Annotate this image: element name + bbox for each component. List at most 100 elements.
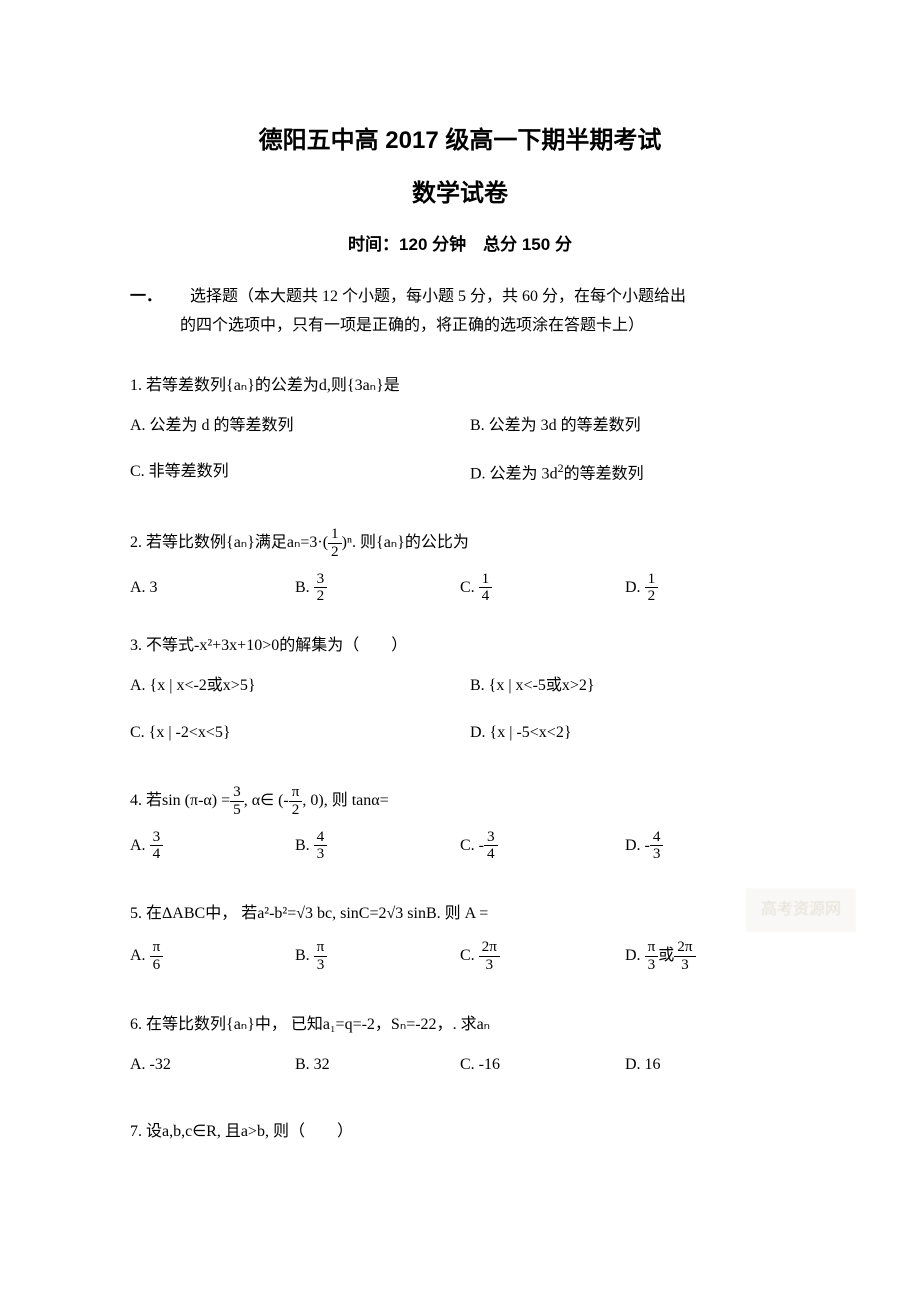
q5-optD-l: D. (625, 947, 641, 964)
q4-43n2: 4 (650, 829, 664, 847)
q4-b: , α∈ (- (244, 792, 289, 809)
q3-optA: A. {x | x<-2或x>5} (130, 671, 450, 701)
q5-p3n2: π (645, 939, 659, 957)
q4-stem: 4. 若sin (π-α) =35, α∈ (-π2, 0), 则 tanα= (130, 784, 790, 818)
q3-optC: C. {x | -2<x<5} (130, 718, 450, 748)
q4-optC-l: C. - (460, 836, 484, 853)
q2-14n: 1 (479, 571, 493, 589)
q5-2p3n2: 2π (674, 939, 695, 957)
question-6: 6. 在等比数列{aₙ}中， 已知a₁=q=-2，Sₙ=-22，. 求aₙ A.… (130, 1010, 790, 1081)
q2-optB: B. 32 (295, 571, 460, 605)
q1-d: d (319, 377, 327, 394)
q1-a: 1. 若等差数列 (130, 377, 226, 394)
q6-expr: a₁=q=-2，Sₙ=-22， (323, 1016, 453, 1033)
q5-optC: C. 2π3 (460, 939, 625, 973)
q5-p3n: π (314, 939, 328, 957)
q6-a: 6. 在等比数列 (130, 1016, 226, 1033)
q5-optB: B. π3 (295, 939, 460, 973)
q4-34n2: 3 (484, 829, 498, 847)
question-5: 5. 在ΔABC中， 若a²-b²=√3 bc, sinC=2√3 sinB. … (130, 899, 790, 974)
watermark: 高考资源网 (746, 888, 856, 932)
q4-optC: C. -34 (460, 829, 625, 863)
question-4: 4. 若sin (π-α) =35, α∈ (-π2, 0), 则 tanα= … (130, 784, 790, 863)
q4-43n: 4 (314, 829, 328, 847)
q2-stem: 2. 若等比数例{aₙ}满足aₙ=3·(12)ⁿ. 则{aₙ}的公比为 (130, 526, 790, 560)
q1-optC-t: C. 非等差数列 (130, 463, 229, 480)
q2-12n: 1 (645, 571, 659, 589)
q4-a: 4. 若sin (π-α) = (130, 792, 230, 809)
q6-an: aₙ (477, 1016, 490, 1033)
q6-c: . 求 (453, 1016, 477, 1033)
q1-optD-b: 的等差数列 (564, 466, 644, 483)
q5-optC-l: C. (460, 947, 475, 964)
q5-optB-l: B. (295, 947, 310, 964)
q1-optD: D. 公差为 3d2的等差数列 (470, 457, 790, 490)
q5-2p3d2: 3 (674, 957, 695, 974)
q2-optD: D. 12 (625, 571, 790, 605)
q5-p6n: π (150, 939, 164, 957)
section-text-2: 的四个选项中，只有一项是正确的，将正确的选项涂在答题卡上） (180, 312, 790, 341)
q5-stem: 5. 在ΔABC中， 若a²-b²=√3 bc, sinC=2√3 sinB. … (130, 899, 790, 929)
q2-optA: A. 3 (130, 573, 295, 603)
q2-a: 2. 若等比数例 (130, 534, 226, 551)
section-text-1: 选择题（本大题共 12 个小题，每小题 5 分，共 60 分，在每个小题给出 (190, 288, 686, 305)
q2-eqA: aₙ=3·( (287, 534, 328, 551)
q4-c: , 0), 则 tanα= (302, 792, 388, 809)
q5-optD: D. π3或2π3 (625, 939, 790, 973)
q6-b: 中， 已知 (255, 1016, 323, 1033)
exam-meta: 时间：120 分钟 总分 150 分 (130, 230, 790, 255)
q2-optD-l: D. (625, 578, 641, 595)
q2-d: 的公比为 (405, 534, 469, 551)
q5-b: . 则 A = (437, 905, 489, 922)
q2-half-n: 1 (328, 526, 342, 544)
q3-optD: D. {x | -5<x<2} (470, 718, 790, 748)
q4-34d2: 4 (484, 846, 498, 863)
q2-b: 满足 (255, 534, 287, 551)
q3-expr: -x²+3x+10>0 (194, 637, 279, 654)
section-label: 一． (130, 283, 162, 312)
q2-set2: {aₙ} (376, 534, 405, 551)
q6-stem: 6. 在等比数列{aₙ}中， 已知a₁=q=-2，Sₙ=-22，. 求aₙ (130, 1010, 790, 1040)
q2-32d: 2 (314, 588, 328, 605)
q2-12d: 2 (645, 588, 659, 605)
q5-2p3n: 2π (479, 939, 500, 957)
q4-optD-l: D. - (625, 836, 650, 853)
question-1: 1. 若等差数列{aₙ}的公差为d,则{3aₙ}是 A. 公差为 d 的等差数列… (130, 371, 790, 491)
q5-p6d: 6 (150, 957, 164, 974)
q4-35n: 3 (230, 784, 244, 802)
q1-e: 是 (384, 377, 400, 394)
q5-optA-l: A. (130, 947, 146, 964)
q4-35d: 5 (230, 802, 244, 819)
q5-a: 5. 在ΔABC中， 若 (130, 905, 257, 922)
q1-b: 的公差为 (255, 377, 319, 394)
question-3: 3. 不等式-x²+3x+10>0的解集为（ ） A. {x | x<-2或x>… (130, 631, 790, 748)
q4-optD: D. -43 (625, 829, 790, 863)
q1-optC: C. 非等差数列 (130, 457, 450, 490)
q5-p3d2: 3 (645, 957, 659, 974)
q4-optB-l: B. (295, 836, 310, 853)
q4-43d2: 3 (650, 846, 664, 863)
q2-set: {aₙ} (226, 534, 255, 551)
q5-p3d: 3 (314, 957, 328, 974)
q2-eqB: )ⁿ (342, 534, 352, 551)
q6-optA: A. -32 (130, 1050, 295, 1080)
q3-stem: 3. 不等式-x²+3x+10>0的解集为（ ） (130, 631, 790, 661)
q1-optB-t: B. 公差为 3d 的等差数列 (470, 417, 641, 434)
q1-optA: A. 公差为 d 的等差数列 (130, 411, 450, 441)
q5-optA: A. π6 (130, 939, 295, 973)
q4-optA: A. 34 (130, 829, 295, 863)
q2-14d: 4 (479, 588, 493, 605)
question-7: 7. 设a,b,c∈R, 且a>b, 则（ ） (130, 1117, 790, 1147)
q3-b: 的解集为（ ） (279, 637, 407, 654)
q2-32n: 3 (314, 571, 328, 589)
section-header: 一． 选择题（本大题共 12 个小题，每小题 5 分，共 60 分，在每个小题给出… (130, 283, 790, 341)
q1-optA-t: A. 公差为 d 的等差数列 (130, 417, 294, 434)
q5-expr: a²-b²=√3 bc, sinC=2√3 sinB (257, 905, 436, 922)
q7-stem: 7. 设a,b,c∈R, 且a>b, 则（ ） (130, 1117, 790, 1147)
q1-set2: {3aₙ} (347, 377, 384, 394)
q3-a: 3. 不等式 (130, 637, 194, 654)
q1-optD-a: D. 公差为 3 (470, 466, 550, 483)
q1-c: ,则 (327, 377, 347, 394)
q4-optB: B. 43 (295, 829, 460, 863)
q2-c: . 则 (352, 534, 376, 551)
